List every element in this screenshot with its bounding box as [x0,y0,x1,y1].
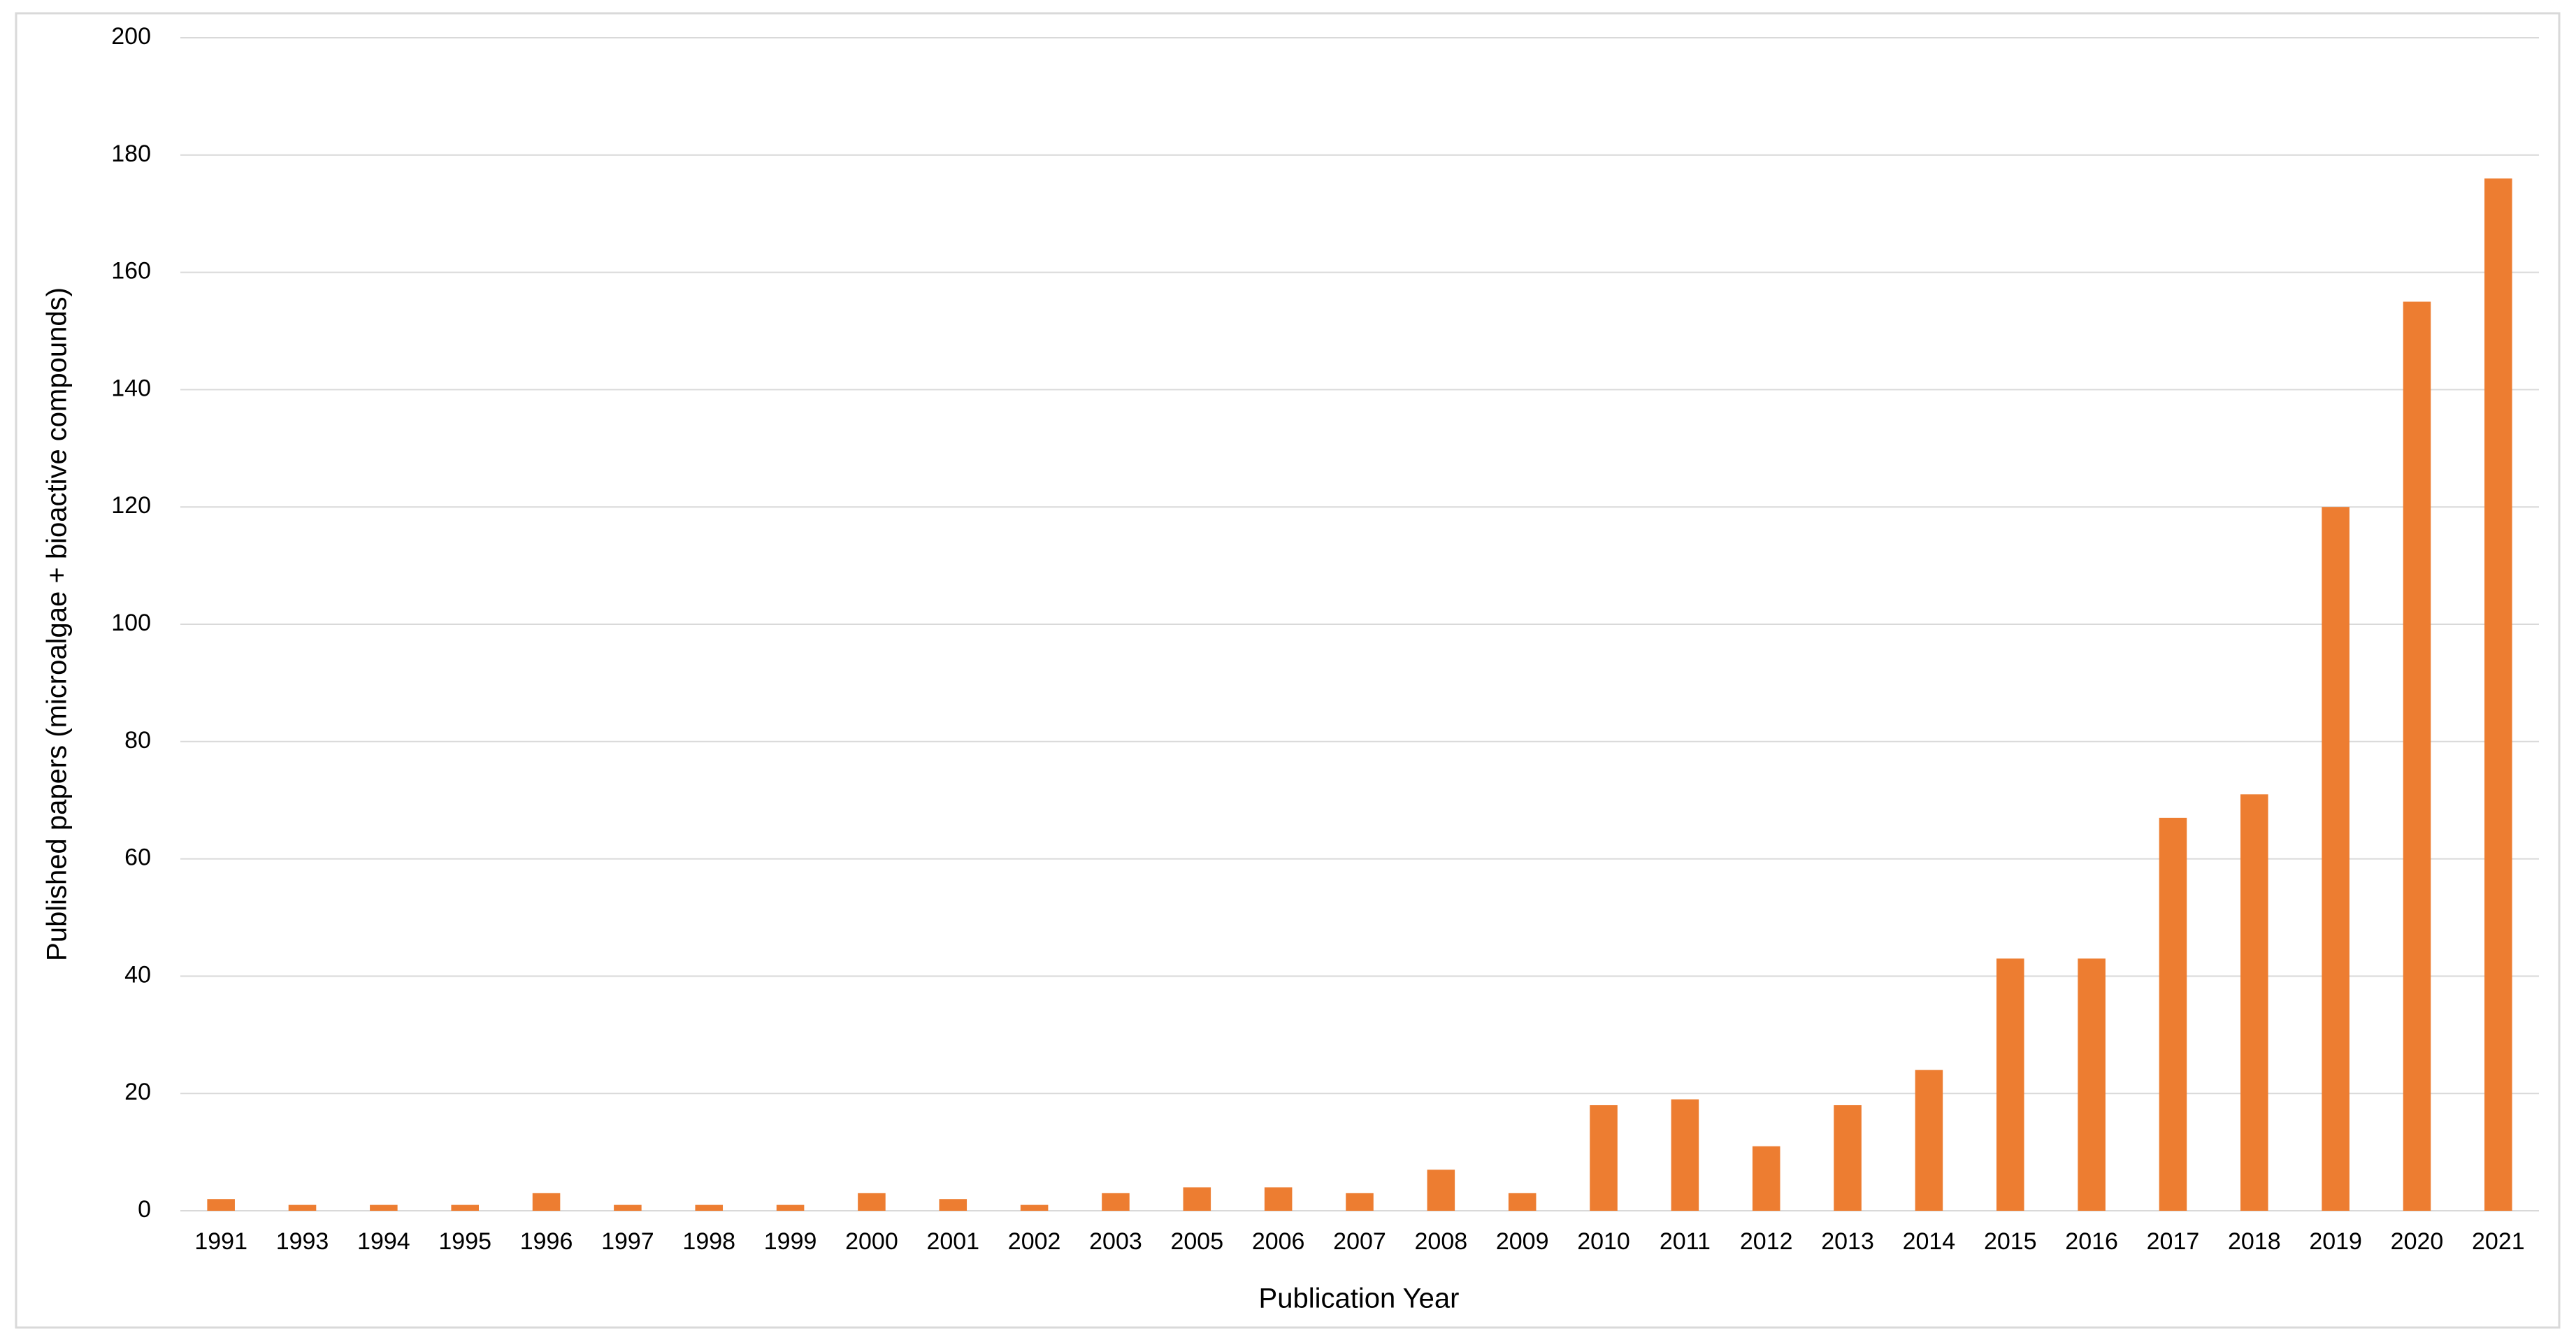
bar [2322,507,2350,1211]
bar [1264,1187,1293,1211]
x-tick-label: 2018 [2228,1228,2281,1255]
x-tick-label: 2014 [1903,1228,1956,1255]
bar [1346,1193,1374,1211]
x-tick-label: 1994 [357,1228,410,1255]
x-tick-label: 2001 [926,1228,979,1255]
bar [2159,817,2187,1211]
x-tick-label: 2007 [1333,1228,1386,1255]
x-tick-label: 2013 [1821,1228,1874,1255]
bar [532,1193,561,1211]
y-tick-label: 0 [138,1196,151,1223]
bar [695,1204,724,1211]
bar [2403,301,2431,1211]
bar [1671,1099,1699,1211]
y-tick-label: 80 [124,727,151,754]
x-tick-label: 2021 [2472,1228,2525,1255]
y-tick-label: 60 [124,844,151,871]
x-tick-label: 2012 [1740,1228,1793,1255]
x-tick-label: 1993 [276,1228,329,1255]
bar [939,1199,967,1211]
bar [2078,958,2106,1211]
bar [776,1204,805,1211]
x-tick-label: 2019 [2309,1228,2362,1255]
bar [1102,1193,1130,1211]
x-tick-label: 2003 [1089,1228,1142,1255]
x-tick-label: 2006 [1252,1228,1305,1255]
y-tick-label: 140 [111,375,151,401]
x-tick-label: 2000 [845,1228,898,1255]
bar [1915,1070,1943,1211]
y-tick-label: 40 [124,961,151,988]
y-axis-title: Published papers (microalgae + bioactive… [42,287,73,961]
chart-border [15,12,2561,1329]
x-tick-label: 2008 [1415,1228,1468,1255]
bar [1752,1146,1780,1211]
bar [1020,1204,1049,1211]
x-tick-label: 2011 [1660,1228,1711,1255]
x-tick-label: 1995 [438,1228,491,1255]
x-tick-label: 2005 [1170,1228,1223,1255]
bar [288,1204,317,1211]
bar [207,1199,235,1211]
x-tick-label: 2009 [1496,1228,1549,1255]
x-tick-label: 2017 [2147,1228,2200,1255]
x-tick-label: 2010 [1577,1228,1630,1255]
bar [858,1193,886,1211]
x-tick-label: 1997 [601,1228,654,1255]
y-tick-label: 100 [111,610,151,636]
bar [1834,1105,1862,1211]
x-tick-label: 1998 [682,1228,735,1255]
bar [2484,178,2512,1211]
bar [1183,1187,1211,1211]
bar [1508,1193,1537,1211]
y-tick-label: 120 [111,492,151,519]
y-tick-label: 180 [111,141,151,167]
x-tick-label: 2015 [1984,1228,2037,1255]
y-tick-label: 160 [111,258,151,285]
bar [1590,1105,1618,1211]
bar [614,1204,642,1211]
bar [1427,1170,1455,1211]
bar [370,1204,398,1211]
x-tick-label: 2002 [1008,1228,1061,1255]
bar [451,1204,479,1211]
x-tick-label: 2020 [2391,1228,2444,1255]
y-tick-label: 20 [124,1079,151,1105]
x-axis-title: Publication Year [1259,1283,1460,1314]
bar [2240,794,2268,1211]
bar [1996,958,2024,1211]
x-tick-label: 1999 [764,1228,817,1255]
x-tick-label: 1996 [520,1228,573,1255]
x-tick-label: 2016 [2065,1228,2118,1255]
y-tick-label: 200 [111,23,151,50]
x-tick-label: 1991 [194,1228,247,1255]
